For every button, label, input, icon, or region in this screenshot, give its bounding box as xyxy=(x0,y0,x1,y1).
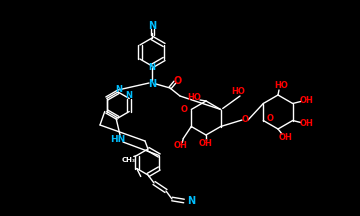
Text: OH: OH xyxy=(300,119,314,128)
Text: N: N xyxy=(149,62,156,71)
Text: OH: OH xyxy=(174,141,187,150)
Text: O: O xyxy=(181,105,188,114)
Text: O: O xyxy=(174,76,182,86)
Text: OH: OH xyxy=(300,96,314,105)
Text: N: N xyxy=(187,196,195,206)
Text: HO: HO xyxy=(187,92,201,102)
Text: HO: HO xyxy=(274,81,288,91)
Text: OH: OH xyxy=(199,140,213,149)
Text: N: N xyxy=(148,21,156,31)
Text: N: N xyxy=(148,79,156,89)
Text: CH₃: CH₃ xyxy=(122,157,136,162)
Text: O: O xyxy=(242,116,248,124)
Text: N: N xyxy=(125,91,132,100)
Text: N: N xyxy=(116,84,122,94)
Text: O: O xyxy=(267,114,274,123)
Text: OH: OH xyxy=(279,132,293,141)
Text: HN: HN xyxy=(111,135,126,145)
Text: HO: HO xyxy=(231,87,245,97)
